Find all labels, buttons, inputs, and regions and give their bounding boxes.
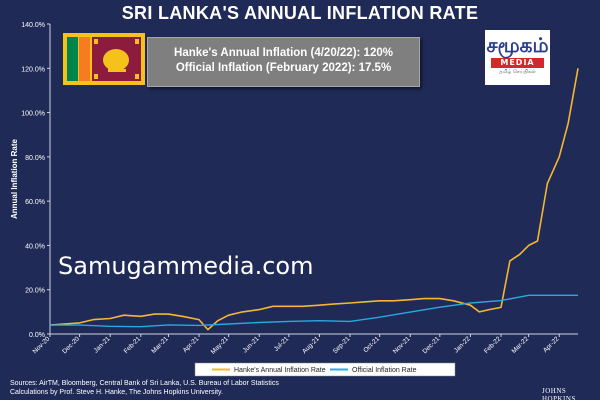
x-tick-label: Aug-21 [301,335,321,355]
johns-hopkins-logo: JOHNS HOPKINS [542,387,576,403]
y-tick-label: 0.0% [29,332,45,339]
sri-lanka-flag-icon [63,33,145,85]
y-axis-title: Annual Inflation Rate [10,138,19,219]
calculations-line: Calculations by Prof. Steve H. Hanke, Th… [10,389,223,396]
x-tick-label: Apr-21 [182,335,201,354]
x-tick-label: Dec-20 [61,335,81,355]
x-tick-label: May-21 [210,335,231,356]
series-layer [49,68,579,331]
y-tick-label: 120.0% [21,66,45,73]
x-tick-label: Feb-22 [483,335,503,355]
y-tick-label: 140.0% [21,22,45,29]
x-tick-label: Jun-21 [242,335,261,354]
legend: Hanke's Annual Inflation Rate Official In… [194,362,456,377]
x-tick-label: Jul-21 [273,335,291,353]
y-tick-label: 40.0% [25,243,45,250]
info-box: Hanke's Annual Inflation (4/20/22): 120%… [147,37,420,87]
x-tick-label: Feb-21 [123,335,143,355]
x-tick-label: Mar-21 [150,335,170,355]
samugam-media-logo: சமூகம் MEDIA தமிழ் செய்திகள் [485,30,550,85]
x-tick-label: Sep-21 [332,335,352,355]
x-tick-label: Mar-22 [511,335,531,355]
y-tick-label: 60.0% [25,199,45,206]
chart-title: SRI LANKA'S ANNUAL INFLATION RATE [121,3,479,23]
x-tick-label: Apr-22 [542,335,561,354]
sources-line: Sources: AirTM, Bloomberg, Central Bank … [10,380,279,387]
logo-sub-text: தமிழ் செய்திகள் [499,69,536,75]
legend-label: Official Inflation Rate [352,367,417,374]
series-line-official [50,294,578,328]
legend-label: Hanke's Annual Inflation Rate [234,367,326,374]
sources-note: Sources: AirTM, Bloomberg, Central Bank … [10,379,279,397]
hanke-rate-text: Hanke's Annual Inflation (4/20/22): 120% [174,47,393,59]
y-tick-label: 100.0% [21,111,45,118]
logo-main-text: சமூகம் [486,33,549,57]
x-tick-label: Nov-21 [392,335,412,355]
series-line-hanke [49,68,579,331]
y-tick-label: 80.0% [25,155,45,162]
x-tick-label: Oct-21 [362,335,381,354]
logo-media-text: MEDIA [491,58,544,68]
official-rate-text: Official Inflation (February 2022): 17.5… [175,62,392,74]
x-tick-label: Jan-22 [453,335,472,354]
x-tick-label: Dec-21 [421,335,441,355]
legend-box [194,362,456,377]
watermark: Samugammedia.com [58,252,314,280]
y-tick-label: 20.0% [25,288,45,295]
x-tick-label: Jan-21 [93,335,112,354]
